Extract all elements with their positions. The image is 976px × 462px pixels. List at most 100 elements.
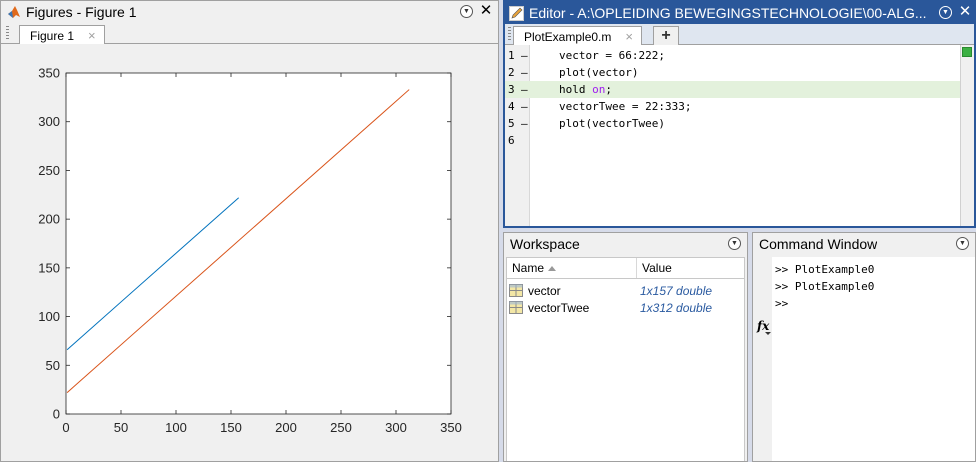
editor-title: Editor - A:\OPLEIDING BEWEGINGSTECHNOLOG… xyxy=(529,5,927,21)
plot-axes-box[interactable] xyxy=(65,72,452,415)
line-number: 4 xyxy=(508,100,515,113)
command-history-line: >> PlotExample0 xyxy=(775,280,875,293)
line-number: 5 xyxy=(508,117,515,130)
code-segment: vector = 66:222; xyxy=(559,49,665,62)
x-tick-label: 200 xyxy=(275,420,297,435)
column-header-value-label: Value xyxy=(642,261,672,275)
command-prompt[interactable]: >> xyxy=(775,297,789,310)
code-line[interactable]: 6 xyxy=(505,132,960,149)
command-window-body[interactable]: >> PlotExample0 >> PlotExample0 >> xyxy=(772,257,975,461)
series-line-2[interactable] xyxy=(66,89,410,393)
x-tick-label: 150 xyxy=(220,420,242,435)
code-segment: plot(vector) xyxy=(559,66,639,79)
editor-panel: Editor - A:\OPLEIDING BEWEGINGSTECHNOLOG… xyxy=(503,0,976,228)
breakpoint-dash[interactable]: – xyxy=(521,66,528,79)
code-line[interactable]: 2– plot(vector) xyxy=(505,64,960,81)
command-history-line: >> PlotExample0 xyxy=(775,263,875,276)
variable-name: vectorTwee xyxy=(528,300,590,315)
code-line[interactable]: 1– vector = 66:222; xyxy=(505,47,960,64)
code-editor[interactable]: 1– vector = 66:222; 2– plot(vector) 3– hold o… xyxy=(505,45,974,226)
grip-icon[interactable] xyxy=(508,27,511,41)
code-text: vectorTwee = 22:333; xyxy=(559,98,691,115)
workspace-titlebar[interactable]: Workspace xyxy=(504,233,747,255)
line-number: 1 xyxy=(508,49,515,62)
add-tab-button[interactable]: + xyxy=(653,26,679,46)
x-tick-label: 50 xyxy=(114,420,128,435)
code-line[interactable]: 4– vectorTwee = 22:333; xyxy=(505,98,960,115)
code-line[interactable]: 5– plot(vectorTwee) xyxy=(505,115,960,132)
code-text: vector = 66:222; xyxy=(559,47,665,64)
figures-titlebar[interactable]: Figures - Figure 1 xyxy=(1,1,498,23)
function-browser-icon[interactable]: fx xyxy=(757,319,772,335)
tab-close-icon[interactable]: × xyxy=(88,28,96,43)
column-header-value[interactable]: Value xyxy=(637,258,744,278)
figures-close-button[interactable]: ✕ xyxy=(479,2,493,19)
breakpoint-dash[interactable]: – xyxy=(521,83,528,96)
variable-name: vector xyxy=(528,283,561,298)
line-chart[interactable]: 0 50 100 150 200 250 300 350 0 50 100 150 200 250 300 3… xyxy=(2,44,499,462)
code-analyzer-status-icon[interactable] xyxy=(962,47,972,57)
x-tick-label: 300 xyxy=(385,420,407,435)
editor-scrollbar[interactable] xyxy=(960,45,974,226)
editor-close-button[interactable]: ✕ xyxy=(958,3,972,20)
y-tick-label: 100 xyxy=(38,309,60,324)
tab-plotexample0[interactable]: PlotExample0.m × xyxy=(513,26,642,46)
code-text: hold on; xyxy=(559,81,612,98)
x-tick-label: 350 xyxy=(440,420,462,435)
x-tick-label: 0 xyxy=(62,420,69,435)
workspace-variable-row[interactable]: vectorTwee 1x312 double xyxy=(507,299,744,316)
x-tick-label: 250 xyxy=(330,420,352,435)
workspace-panel: Workspace ▼ Name Value vector 1x157 doubl… xyxy=(503,232,748,462)
figures-title: Figures - Figure 1 xyxy=(26,4,137,20)
tab-figure-1[interactable]: Figure 1 × xyxy=(19,25,105,45)
y-tick-label: 300 xyxy=(38,114,60,129)
y-tick-label: 200 xyxy=(38,212,60,227)
tab-close-icon[interactable]: × xyxy=(625,29,633,44)
code-segment: hold xyxy=(559,83,593,96)
y-tick-label: 0 xyxy=(53,407,60,422)
editor-actions-icon[interactable]: ▼ xyxy=(939,6,952,19)
series-line-1[interactable] xyxy=(66,197,240,351)
figures-tabstrip: Figure 1 × xyxy=(1,23,498,45)
workspace-table-header: Name Value xyxy=(506,257,745,279)
workspace-title: Workspace xyxy=(510,236,580,252)
code-line[interactable]: 3– hold on; xyxy=(505,81,960,98)
sort-ascending-icon xyxy=(548,265,557,271)
command-window-title: Command Window xyxy=(759,236,878,252)
code-segment: ; xyxy=(605,83,612,96)
command-window-panel: Command Window ▼ fx >> PlotExample0 >> Pl… xyxy=(752,232,976,462)
column-header-name[interactable]: Name xyxy=(507,258,637,278)
gutter-divider xyxy=(529,45,530,226)
tab-label: PlotExample0.m xyxy=(524,29,612,44)
code-text: plot(vector) xyxy=(559,64,638,81)
panel-actions-icon[interactable]: ▼ xyxy=(460,5,473,18)
workspace-table-body: vector 1x157 double vectorTwee 1x312 double xyxy=(506,279,745,461)
figure-canvas[interactable]: 0 50 100 150 200 250 300 350 0 50 100 150 200 250 300 3… xyxy=(2,44,497,460)
editor-tabstrip: PlotExample0.m × + xyxy=(505,24,974,46)
breakpoint-dash[interactable]: – xyxy=(521,49,528,62)
code-segment: vectorTwee = 22:333; xyxy=(559,100,692,113)
editor-pencil-icon xyxy=(509,5,524,21)
code-keyword: on xyxy=(592,83,606,96)
grip-icon[interactable] xyxy=(6,26,9,40)
x-tick-label: 100 xyxy=(165,420,187,435)
tab-label: Figure 1 xyxy=(30,28,75,43)
variable-value: 1x312 double xyxy=(640,300,713,315)
variable-value: 1x157 double xyxy=(640,283,713,298)
y-tick-label: 250 xyxy=(38,163,60,178)
breakpoint-dash[interactable]: – xyxy=(521,117,528,130)
workspace-actions-icon[interactable]: ▼ xyxy=(728,237,741,250)
command-window-titlebar[interactable]: Command Window xyxy=(753,233,975,255)
workspace-variable-row[interactable]: vector 1x157 double xyxy=(507,282,744,299)
breakpoint-dash[interactable]: – xyxy=(521,100,528,113)
line-gutter xyxy=(505,45,529,226)
editor-titlebar[interactable]: Editor - A:\OPLEIDING BEWEGINGSTECHNOLOG… xyxy=(505,2,974,24)
y-tick-label: 50 xyxy=(46,358,60,373)
line-number: 2 xyxy=(508,66,515,79)
command-gutter: fx xyxy=(753,257,772,461)
matrix-variable-icon xyxy=(509,301,523,314)
command-window-actions-icon[interactable]: ▼ xyxy=(956,237,969,250)
code-segment: plot(vectorTwee) xyxy=(559,117,665,130)
line-number: 6 xyxy=(508,134,515,147)
code-text: plot(vectorTwee) xyxy=(559,115,665,132)
